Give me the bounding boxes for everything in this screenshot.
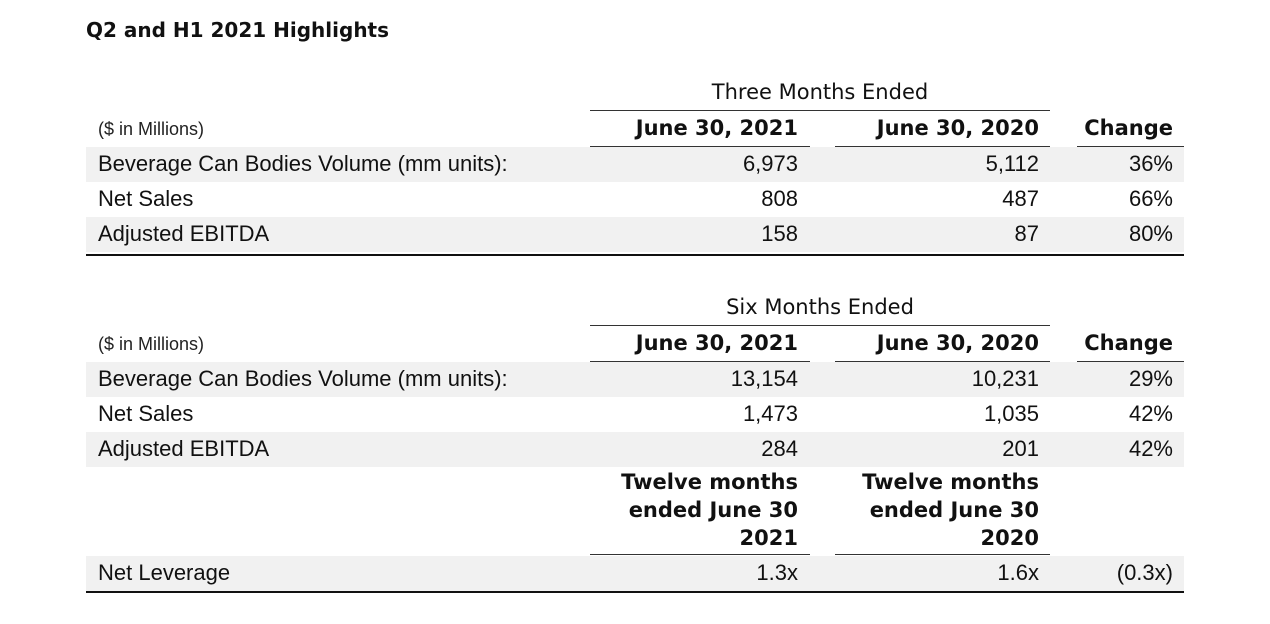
twelve-months-2021-header: Twelve months ended June 30 2021 bbox=[590, 468, 798, 552]
three-months-group-rule bbox=[590, 110, 1050, 111]
col3-header-rule bbox=[1077, 146, 1184, 147]
table-row: Adjusted EBITDA 158 87 80% bbox=[86, 217, 1184, 252]
six-months-col2-header: June 30, 2020 bbox=[876, 331, 1039, 355]
row-change: 29% bbox=[1128, 366, 1173, 391]
row-label: Net Sales bbox=[98, 401, 194, 426]
six-months-change-header: Change bbox=[1084, 331, 1173, 355]
six-months-col1-header: June 30, 2021 bbox=[635, 331, 798, 355]
twelve-months-2020-line1: Twelve months bbox=[862, 470, 1039, 494]
three-months-units-label: ($ in Millions) bbox=[98, 119, 205, 139]
row-change: (0.3x) bbox=[1116, 560, 1173, 585]
row-label: Beverage Can Bodies Volume (mm units): bbox=[98, 366, 508, 391]
row-label: Net Sales bbox=[98, 186, 194, 211]
row-label: Beverage Can Bodies Volume (mm units): bbox=[98, 151, 508, 176]
row-change: 42% bbox=[1128, 436, 1173, 461]
row-change: 80% bbox=[1128, 221, 1173, 246]
table-row: Beverage Can Bodies Volume (mm units): 6… bbox=[86, 147, 1184, 182]
page-title: Q2 and H1 2021 Highlights bbox=[86, 18, 390, 42]
col1-header-rule bbox=[590, 361, 810, 362]
twelve-months-2021-line3: 2021 bbox=[739, 526, 798, 550]
row-change: 36% bbox=[1128, 151, 1173, 176]
twelve-months-2021-line2: ended June 30 bbox=[628, 498, 798, 522]
three-months-col1-header: June 30, 2021 bbox=[635, 116, 798, 140]
three-months-change-header: Change bbox=[1084, 116, 1173, 140]
twelve-months-2020-line2: ended June 30 bbox=[869, 498, 1039, 522]
row-label: Adjusted EBITDA bbox=[98, 221, 270, 246]
row-value-2021: 1,473 bbox=[742, 401, 798, 426]
three-months-bottom-rule bbox=[86, 254, 1184, 256]
row-value-2020: 5,112 bbox=[985, 151, 1039, 176]
row-value-2021: 284 bbox=[761, 436, 798, 461]
row-label: Adjusted EBITDA bbox=[98, 436, 270, 461]
table-row: Net Sales 1,473 1,035 42% bbox=[86, 397, 1184, 432]
row-value-2021: 158 bbox=[761, 221, 798, 246]
col3-header-rule bbox=[1077, 361, 1184, 362]
row-value-2021: 1.3x bbox=[756, 560, 798, 585]
table-row: Net Leverage 1.3x 1.6x (0.3x) bbox=[86, 556, 1184, 591]
six-months-group-header: Six Months Ended bbox=[726, 295, 914, 319]
row-value-2021: 808 bbox=[761, 186, 798, 211]
col2-header-rule bbox=[835, 146, 1050, 147]
row-value-2020: 487 bbox=[1002, 186, 1039, 211]
row-change: 42% bbox=[1128, 401, 1173, 426]
row-value-2020: 1,035 bbox=[983, 401, 1039, 426]
row-value-2021: 13,154 bbox=[730, 366, 798, 391]
table-row: Net Sales 808 487 66% bbox=[86, 182, 1184, 217]
row-value-2021: 6,973 bbox=[742, 151, 798, 176]
three-months-group-header: Three Months Ended bbox=[711, 80, 929, 104]
six-months-bottom-rule bbox=[86, 591, 1184, 593]
col2-header-rule bbox=[835, 554, 1050, 555]
six-months-group-rule bbox=[590, 325, 1050, 326]
row-label: Net Leverage bbox=[98, 560, 231, 585]
three-months-col2-header: June 30, 2020 bbox=[876, 116, 1039, 140]
table-row: Beverage Can Bodies Volume (mm units): 1… bbox=[86, 362, 1184, 397]
twelve-months-2020-line3: 2020 bbox=[980, 526, 1039, 550]
table-row: Adjusted EBITDA 284 201 42% bbox=[86, 432, 1184, 467]
row-change: 66% bbox=[1128, 186, 1173, 211]
six-months-units-label: ($ in Millions) bbox=[98, 334, 205, 354]
row-value-2020: 10,231 bbox=[971, 366, 1039, 391]
col2-header-rule bbox=[835, 361, 1050, 362]
col1-header-rule bbox=[590, 146, 810, 147]
col1-header-rule bbox=[590, 554, 810, 555]
row-value-2020: 1.6x bbox=[997, 560, 1039, 585]
twelve-months-2021-line1: Twelve months bbox=[621, 470, 798, 494]
row-value-2020: 201 bbox=[1002, 436, 1039, 461]
row-value-2020: 87 bbox=[1014, 221, 1039, 246]
twelve-months-2020-header: Twelve months ended June 30 2020 bbox=[835, 468, 1039, 552]
